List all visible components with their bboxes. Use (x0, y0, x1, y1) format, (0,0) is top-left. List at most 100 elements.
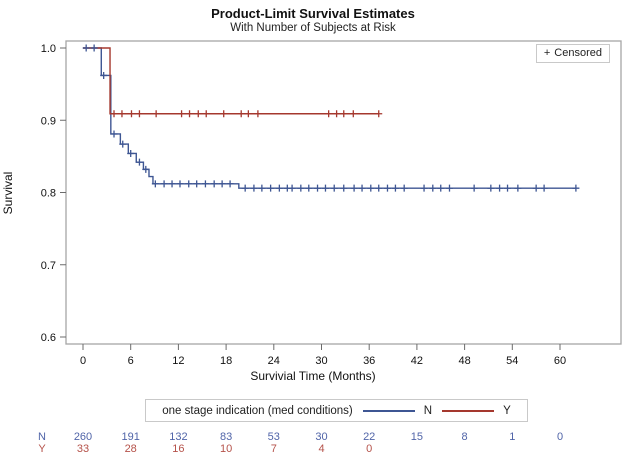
censor-mark-N (429, 184, 437, 192)
censor-mark-N (168, 180, 176, 188)
at-risk-count: 15 (411, 431, 423, 443)
censored-legend-label: Censored (554, 47, 602, 59)
x-tick-label: 42 (411, 355, 423, 367)
y-tick-label: 0.6 (41, 332, 56, 344)
censored-legend: + Censored (535, 44, 610, 63)
censor-mark-Y (349, 110, 357, 118)
censor-mark-N (176, 180, 184, 188)
censor-mark-N (288, 184, 296, 192)
at-risk-count: 33 (77, 443, 89, 455)
x-tick-label: 6 (128, 355, 134, 367)
at-risk-row-label-N: N (38, 431, 46, 443)
censor-mark-Y (186, 110, 194, 118)
censor-mark-N (375, 184, 383, 192)
censor-plus-icon: + (543, 47, 551, 59)
x-tick-label: 18 (220, 355, 232, 367)
y-tick-label: 0.8 (41, 188, 56, 200)
censor-mark-N (258, 184, 266, 192)
censor-mark-Y (127, 110, 135, 118)
censor-mark-N (514, 184, 522, 192)
censor-mark-N (151, 180, 159, 188)
censor-mark-N (540, 184, 548, 192)
censor-mark-Y (244, 110, 252, 118)
censor-mark-N (100, 71, 108, 79)
at-risk-count: 4 (318, 443, 324, 455)
censor-mark-Y (375, 110, 383, 118)
censor-mark-N (367, 184, 375, 192)
censor-mark-N (127, 149, 135, 157)
censor-mark-N (142, 165, 150, 173)
censor-mark-N (340, 184, 348, 192)
at-risk-count: 28 (125, 443, 137, 455)
legend-line-sample-n (362, 409, 415, 412)
legend-line-sample-y (442, 409, 495, 412)
censor-mark-N (504, 184, 512, 192)
at-risk-count: 1 (509, 431, 515, 443)
censor-mark-N (487, 184, 495, 192)
legend-label-n: N (423, 404, 433, 417)
censor-mark-N (201, 180, 209, 188)
censor-mark-N (275, 184, 283, 192)
censor-mark-N (135, 158, 143, 166)
y-tick-label: 0.7 (41, 260, 56, 272)
censor-mark-Y (194, 110, 202, 118)
censor-mark-N (445, 184, 453, 192)
censor-mark-N (330, 184, 338, 192)
censor-mark-N (160, 180, 168, 188)
group-legend-title: one stage indication (med conditions) (162, 404, 353, 417)
at-risk-count: 191 (122, 431, 140, 443)
legend-label-y: Y (503, 404, 511, 417)
x-tick-label: 54 (506, 355, 518, 367)
censor-mark-N (400, 184, 408, 192)
x-tick-label: 0 (80, 355, 86, 367)
at-risk-count: 0 (557, 431, 563, 443)
plot-frame (65, 40, 622, 345)
x-tick-label: 60 (554, 355, 566, 367)
y-tick-label: 0.9 (41, 115, 56, 127)
censor-mark-N (226, 180, 234, 188)
censor-mark-Y (220, 110, 228, 118)
censor-mark-Y (178, 110, 186, 118)
at-risk-count: 22 (363, 431, 375, 443)
at-risk-row-label-Y: Y (38, 443, 46, 455)
censor-mark-N (185, 180, 193, 188)
at-risk-count: 53 (268, 431, 280, 443)
at-risk-count: 83 (220, 431, 232, 443)
censor-mark-N (391, 184, 399, 192)
x-tick-label: 24 (268, 355, 280, 367)
censor-mark-Y (135, 110, 143, 118)
censor-mark-N (90, 44, 98, 52)
censor-mark-N (305, 184, 313, 192)
censor-mark-N (119, 140, 127, 148)
censor-mark-Y (325, 110, 333, 118)
at-risk-count: 132 (169, 431, 187, 443)
censor-mark-N (297, 184, 305, 192)
censor-mark-N (572, 184, 580, 192)
at-risk-count: 7 (271, 443, 277, 455)
y-tick-label: 1.0 (41, 43, 56, 55)
at-risk-count: 0 (366, 443, 372, 455)
censor-mark-N (321, 184, 329, 192)
censor-mark-N (241, 184, 249, 192)
censor-mark-N (437, 184, 445, 192)
at-risk-count: 30 (315, 431, 327, 443)
x-tick-label: 48 (458, 355, 470, 367)
censor-mark-N (532, 184, 540, 192)
chart-title: Product-Limit Survival Estimates (211, 6, 415, 21)
censor-mark-N (420, 184, 428, 192)
censor-mark-N (82, 44, 90, 52)
censor-mark-N (267, 184, 275, 192)
censor-mark-Y (254, 110, 262, 118)
censor-mark-N (470, 184, 478, 192)
at-risk-count: 8 (462, 431, 468, 443)
x-tick-label: 36 (363, 355, 375, 367)
x-tick-label: 12 (172, 355, 184, 367)
censor-mark-N (496, 184, 504, 192)
at-risk-count: 260 (74, 431, 92, 443)
censor-mark-Y (110, 110, 118, 118)
censor-mark-Y (152, 110, 160, 118)
censor-mark-N (314, 184, 322, 192)
at-risk-count: 16 (172, 443, 184, 455)
